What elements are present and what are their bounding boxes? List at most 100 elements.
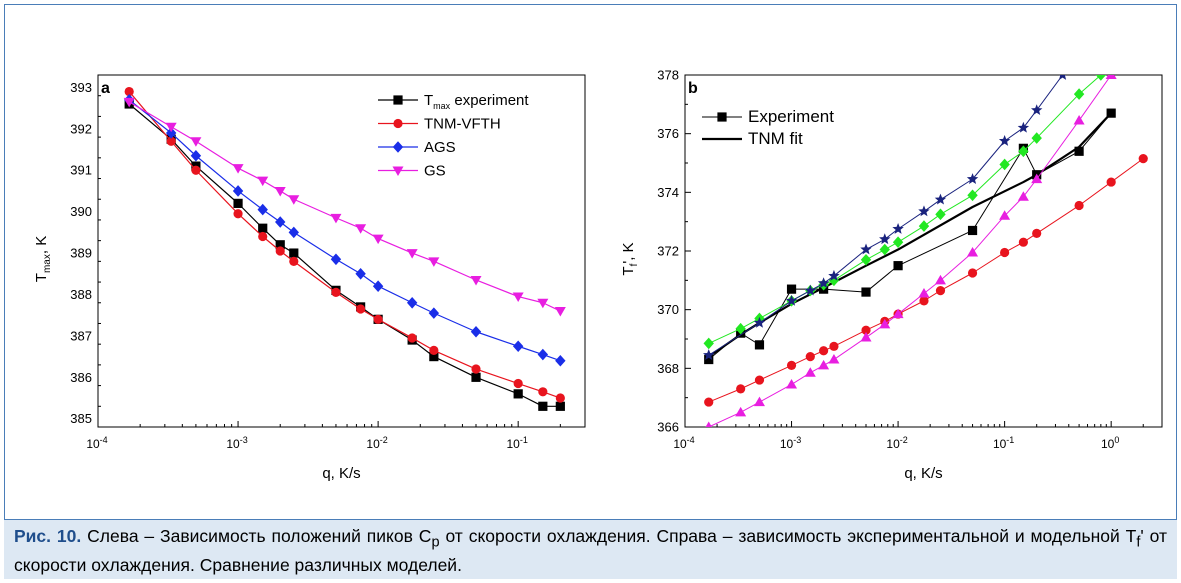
- panel-b-series-3-line: [708, 158, 1144, 403]
- panel-a-legend-marker: [392, 166, 404, 176]
- panel-a-series-4-point: [257, 176, 269, 187]
- panel-b-legend-marker: [717, 112, 727, 122]
- panel-b-series-5-point: [935, 208, 946, 221]
- panel-b-legend-label: Experiment: [748, 107, 834, 126]
- panel-b-x-tick-label: 10-1: [993, 435, 1014, 451]
- panel-b-x-tick-label: 10-2: [886, 435, 907, 451]
- panel-a-series-3-point: [372, 280, 384, 292]
- panel-b-x-axis-label: q, K/s: [904, 465, 942, 482]
- caption-sub-f: f: [1136, 534, 1141, 551]
- panel-b-series-4-point: [1105, 75, 1117, 79]
- panel-b-series-5-point: [735, 322, 746, 335]
- panel-b-series-5-point: [999, 158, 1010, 171]
- panel-a-series-3-point: [355, 267, 366, 280]
- panel-b-series-5-point: [918, 220, 930, 232]
- panel-a-series-4-point: [165, 122, 177, 133]
- panel-b-x-tick-label: 10-3: [780, 435, 801, 451]
- panel-b-series-3: [704, 154, 1148, 407]
- panel-b-series-6-point: [892, 223, 904, 234]
- panel-a-y-tick-label: 392: [70, 121, 92, 136]
- panel-a-y-tick-label: 387: [70, 328, 92, 343]
- panel-b-series-3-point: [805, 352, 815, 362]
- panel-a-series-2-point: [331, 287, 341, 298]
- panel-b-legend: Experiment TNM fit: [702, 107, 834, 148]
- panel-b-series-1-point: [704, 354, 714, 365]
- panel-a-series-4-point: [123, 97, 135, 108]
- panel-a-series-2-point: [191, 165, 201, 175]
- panel-b-series-4-line: [708, 75, 1112, 427]
- panel-a-series-3-point: [288, 226, 299, 239]
- panel-a-legend-label: AGS: [424, 139, 456, 156]
- panel-a-series-1-point: [258, 223, 268, 233]
- panel-b-series-5-point: [879, 243, 890, 256]
- panel-b-series-6: [703, 75, 1067, 360]
- caption-label: Рис. 10.: [14, 526, 82, 546]
- panel-b-series-6-point: [1017, 121, 1030, 133]
- panel-b-y-tick-label: 370: [657, 302, 679, 317]
- panel-a-legend-label: Tmax experiment: [424, 92, 529, 111]
- panel-b-series-5-point: [1018, 145, 1029, 158]
- panel-a-series-3-point: [190, 149, 202, 162]
- panel-b-y-tick-label: 378: [657, 68, 679, 83]
- figure-caption: Рис. 10. Слева – Зависимость положений п…: [4, 519, 1177, 579]
- caption-text-3: ' от скорости охлаждения. Сравнение разл…: [14, 526, 1168, 575]
- panel-a-legend-marker: [393, 95, 403, 105]
- panel-a-series-4: [123, 97, 566, 317]
- panel-a-series-4-point: [537, 298, 549, 309]
- panel-b-series-5-point: [1031, 132, 1042, 144]
- panel-a-series-3-point: [537, 348, 549, 361]
- panel-a-series-4-point: [406, 249, 418, 259]
- panel-b-series-4-point: [828, 354, 840, 364]
- panel-b-series-6-point: [918, 205, 930, 217]
- panel-a-series-1-point: [471, 372, 481, 382]
- panel-a-x-tick-label: 10-1: [506, 435, 527, 451]
- panel-b-series-6-point: [785, 294, 798, 306]
- panel-b-series-5-point: [1095, 75, 1107, 81]
- panel-b-series-3-point: [819, 346, 829, 356]
- panel-b-series-4-point: [934, 274, 946, 285]
- panel-b-series-3-point: [829, 341, 839, 351]
- panel-b-y-tick-label: 366: [657, 420, 679, 435]
- panel-a-series-4-point: [232, 164, 244, 174]
- panel-a-series-4-point: [355, 224, 367, 234]
- panel-b-series-6-point: [804, 284, 817, 296]
- panel-a-series-2-point: [407, 333, 417, 343]
- panel-a-series-1: [124, 99, 565, 411]
- panel-b-series-3-point: [967, 268, 978, 278]
- panel-a-series-2-point: [289, 256, 299, 266]
- panel-a-y-tick-label: 389: [70, 246, 92, 261]
- panel-b-series-3-point: [1032, 228, 1042, 238]
- panel-b-y-axis-label: Tf', K: [620, 242, 640, 275]
- caption-sub-p: p: [431, 534, 440, 551]
- panel-b-series-1-point: [893, 261, 903, 271]
- panel-b-series-6-point: [966, 173, 979, 184]
- panel-a-plot-frame: [97, 74, 586, 428]
- panel-b-series-4-point: [918, 288, 930, 298]
- panel-b-series-3-point: [935, 286, 946, 296]
- panel-a-legend-item: TNM-VFTH: [378, 116, 501, 133]
- panel-b-y-tick-label: 368: [657, 361, 679, 376]
- panel-b-series-4-point: [753, 396, 765, 407]
- panel-a-series-2-point: [166, 136, 176, 146]
- panel-a-series-2: [124, 86, 565, 403]
- panel-b-series-6-point: [860, 243, 872, 255]
- panel-a-y-tick-label: 385: [70, 411, 92, 426]
- panel-a-series-4-point: [428, 257, 440, 267]
- panel-b-series-4-point: [786, 378, 798, 389]
- panel-b-series-1-line: [708, 112, 1112, 360]
- panel-a-series-2-point: [258, 231, 268, 242]
- panel-a-series-2-point: [373, 314, 383, 324]
- panel-b-series-5-point: [828, 274, 840, 287]
- panel-a-legend-item: GS: [378, 163, 446, 180]
- panel-b-series-3-point: [1138, 154, 1148, 164]
- panel-a-x-tick-label: 10-4: [86, 435, 107, 451]
- panel-b-legend-item: Experiment: [702, 107, 834, 126]
- panel-a-series-4-point: [274, 186, 286, 197]
- panel-a-series-2-point: [124, 86, 134, 97]
- panel-a-series-3-point: [165, 127, 177, 139]
- panel-b-series-6-point: [817, 277, 830, 289]
- panel-b-series-1-point: [967, 225, 978, 236]
- panel-a-series-3-point: [232, 185, 244, 197]
- panel-a-y-tick-label: 388: [70, 287, 92, 302]
- charts-canvas: 10-4 10-3 10-2 10-1 385 386 387 388 389 390 391 392…: [33, 68, 1163, 482]
